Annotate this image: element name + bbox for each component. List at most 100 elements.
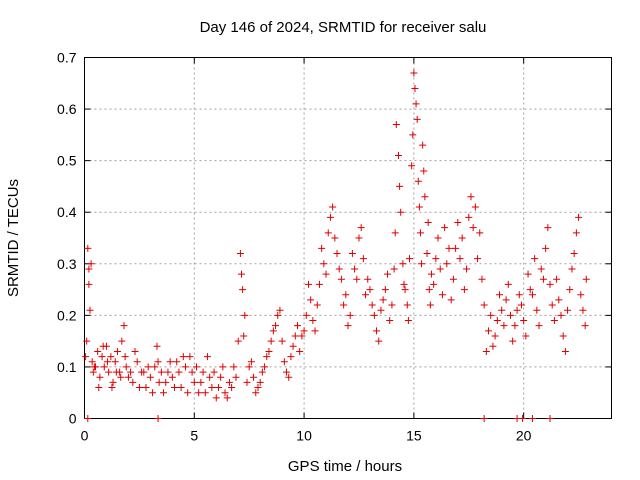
- data-point: [298, 332, 306, 340]
- data-point: [164, 368, 172, 376]
- data-point: [289, 342, 297, 350]
- data-point: [581, 322, 589, 330]
- data-point: [430, 280, 438, 288]
- data-point: [331, 234, 339, 242]
- data-point: [493, 317, 501, 325]
- data-point: [476, 229, 484, 237]
- data-point: [519, 415, 527, 422]
- data-point: [395, 151, 403, 159]
- data-point: [513, 306, 521, 314]
- x-axis-label: GPS time / hours: [288, 458, 402, 475]
- data-point: [203, 353, 211, 361]
- data-point: [272, 322, 280, 330]
- data-point: [465, 213, 473, 221]
- data-point: [539, 275, 547, 283]
- data-point: [344, 322, 352, 330]
- y-tick-label: 0.6: [57, 101, 77, 117]
- data-point: [438, 291, 446, 299]
- data-point: [420, 167, 428, 175]
- data-point: [131, 347, 139, 355]
- data-point: [85, 265, 93, 273]
- data-point: [236, 249, 244, 257]
- y-tick-label: 0.1: [57, 359, 77, 375]
- data-point: [582, 275, 590, 283]
- data-point: [414, 177, 422, 185]
- data-point: [377, 306, 385, 314]
- y-axis-label: SRMTID / TECUs: [5, 179, 22, 297]
- data-point: [100, 363, 108, 371]
- data-point: [329, 203, 337, 211]
- data-point: [535, 322, 543, 330]
- data-point: [506, 311, 514, 319]
- data-point: [269, 327, 277, 335]
- data-point: [129, 378, 137, 386]
- data-point: [195, 389, 203, 397]
- data-point: [526, 286, 534, 294]
- data-point: [485, 327, 493, 335]
- data-point: [362, 291, 370, 299]
- data-point: [98, 353, 106, 361]
- data-point: [324, 229, 332, 237]
- data-point: [471, 203, 479, 211]
- data-point: [411, 84, 419, 92]
- data-point: [491, 332, 499, 340]
- data-point: [346, 311, 354, 319]
- data-point: [265, 347, 273, 355]
- plot-frame: [84, 57, 612, 419]
- data-point: [355, 234, 363, 242]
- data-point: [391, 229, 399, 237]
- data-point: [373, 327, 381, 335]
- data-point: [520, 317, 528, 325]
- data-point: [254, 384, 262, 392]
- chart-title: Day 146 of 2024, SRMTID for receiver sal…: [200, 19, 487, 36]
- data-point: [416, 229, 424, 237]
- data-point: [487, 311, 495, 319]
- data-point: [280, 358, 288, 366]
- data-point: [381, 286, 389, 294]
- data-point: [390, 265, 398, 273]
- y-tick-label: 0.2: [57, 307, 77, 323]
- data-point: [397, 208, 405, 216]
- data-point: [234, 337, 242, 345]
- data-point: [153, 342, 161, 350]
- data-point: [95, 384, 103, 392]
- data-point: [550, 317, 558, 325]
- data-point: [445, 244, 453, 252]
- data-point: [412, 100, 420, 108]
- data-point: [243, 378, 251, 386]
- data-point: [500, 322, 508, 330]
- data-point: [575, 213, 583, 221]
- data-point: [278, 337, 286, 345]
- data-point: [88, 358, 96, 366]
- data-point: [467, 193, 475, 201]
- data-point: [454, 219, 462, 227]
- data-point: [528, 415, 536, 422]
- data-point: [557, 311, 565, 319]
- data-point: [413, 115, 421, 123]
- data-point: [379, 296, 387, 304]
- data-point: [85, 280, 93, 288]
- data-point: [201, 389, 209, 397]
- data-point: [524, 270, 532, 278]
- data-point: [579, 306, 587, 314]
- data-point: [348, 249, 356, 257]
- grid: [84, 57, 612, 419]
- data-point: [517, 301, 525, 309]
- data-point: [86, 306, 94, 314]
- data-point: [401, 286, 409, 294]
- data-point: [225, 378, 233, 386]
- data-point: [87, 260, 95, 268]
- data-point: [489, 342, 497, 350]
- data-point: [561, 347, 569, 355]
- data-point: [482, 347, 490, 355]
- data-point: [307, 296, 315, 304]
- data-point: [555, 296, 563, 304]
- data-point: [449, 275, 457, 283]
- data-point: [300, 327, 308, 335]
- data-point: [120, 322, 128, 330]
- data-point: [228, 384, 236, 392]
- data-point: [238, 270, 246, 278]
- data-point: [542, 244, 550, 252]
- data-point: [84, 415, 92, 422]
- data-points: [82, 69, 590, 422]
